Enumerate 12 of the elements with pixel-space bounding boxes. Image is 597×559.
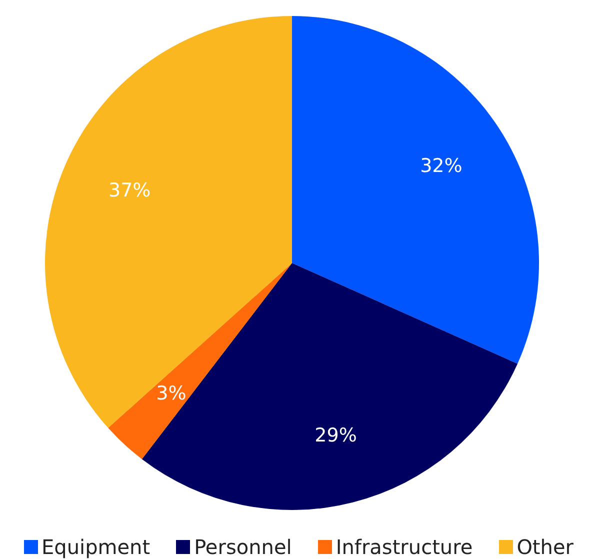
legend-label: Infrastructure (334, 535, 473, 559)
data-label: 37% (108, 180, 151, 202)
pie-slice (292, 16, 539, 364)
data-label: 3% (156, 382, 186, 405)
pie-slice (108, 263, 292, 460)
legend-label: Personnel (193, 535, 292, 559)
pie-slice (45, 16, 292, 428)
data-label: 29% (314, 424, 357, 446)
legend-label: Other (516, 535, 574, 559)
data-label: 32% (420, 155, 462, 178)
legend-label: Equipment (40, 535, 150, 559)
pie-slice (142, 263, 518, 510)
